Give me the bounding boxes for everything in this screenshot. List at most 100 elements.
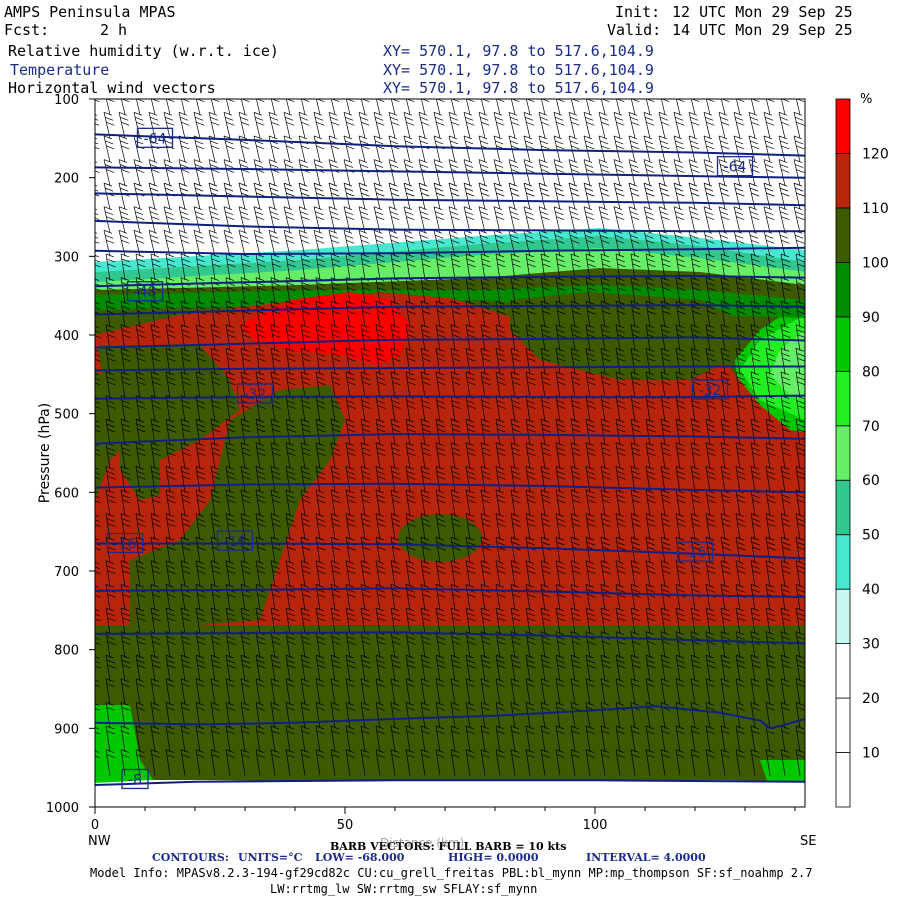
wind-barb	[495, 560, 506, 587]
wind-barb	[313, 112, 325, 139]
wind-barb	[598, 182, 610, 210]
wind-barb	[555, 702, 565, 729]
wind-barb	[555, 560, 566, 587]
wind-barb	[390, 513, 401, 540]
wind-barb	[135, 654, 146, 682]
wind-barb	[553, 112, 565, 139]
wind-barb	[360, 466, 371, 493]
wind-barb	[493, 112, 505, 139]
wind-barb	[150, 725, 160, 752]
wind-barb	[435, 324, 446, 351]
contours-units: UNITS=°C	[238, 851, 303, 864]
wind-barb	[448, 112, 460, 139]
colorbar-unit: %	[860, 92, 872, 107]
wind-barb	[598, 159, 610, 186]
wind-barb	[345, 348, 356, 375]
wind-barb	[750, 371, 761, 398]
wind-barb	[658, 182, 670, 210]
wind-barb	[450, 536, 461, 564]
field-wind-xy: XY= 570.1, 97.8 to 517.6,104.9	[383, 79, 654, 97]
wind-barb	[585, 513, 596, 540]
wind-barb	[223, 112, 235, 139]
wind-barb	[343, 230, 355, 257]
wind-barb	[300, 466, 311, 493]
rh-band-right-bright	[770, 330, 805, 400]
x-axis-label: Distance (km)	[380, 836, 465, 850]
wind-barb	[330, 253, 341, 280]
wind-barb	[660, 536, 671, 564]
wind-barb	[720, 702, 730, 729]
wind-barb	[375, 253, 386, 280]
wind-barb	[540, 607, 551, 634]
wind-barb	[345, 749, 355, 776]
wind-barb	[435, 536, 446, 564]
wind-barb	[360, 324, 371, 351]
wind-barb	[118, 135, 130, 163]
wind-barb	[95, 443, 101, 469]
wind-barb	[178, 112, 190, 139]
wind-barb	[643, 206, 655, 233]
pressure-axis: 100 200 300 400 500 600 700 800 900 1000	[46, 93, 95, 816]
wind-barb	[735, 466, 746, 493]
wind-barb	[330, 654, 341, 682]
wind-barb	[660, 560, 671, 587]
wind-barb	[750, 442, 761, 469]
wind-barb	[450, 442, 461, 469]
wind-barb	[225, 678, 235, 705]
wind-barb	[135, 371, 146, 398]
wind-barb	[525, 324, 536, 351]
wind-barb	[375, 678, 385, 705]
wind-barb	[465, 253, 476, 280]
wind-barb	[210, 607, 221, 634]
wind-barb	[255, 560, 266, 587]
wind-barb	[555, 607, 566, 634]
wind-barb	[555, 371, 566, 398]
wind-barb	[180, 654, 191, 682]
wind-barb	[720, 654, 731, 682]
wind-barb	[435, 607, 446, 634]
wind-barb	[315, 442, 326, 469]
wind-barb	[253, 230, 265, 257]
wind-barb	[585, 654, 596, 682]
wind-barb	[495, 253, 506, 280]
wind-barb	[480, 560, 491, 587]
wind-barb	[405, 513, 416, 540]
wind-barb	[568, 182, 580, 210]
contour-label-text: -8	[128, 772, 142, 788]
wind-barb	[390, 678, 400, 705]
wind-barb	[238, 206, 250, 233]
wind-barb	[375, 418, 386, 446]
wind-barbs	[95, 99, 805, 776]
wind-barb	[330, 725, 340, 752]
wind-barb	[658, 230, 670, 257]
wind-barb	[375, 371, 386, 398]
wind-barb	[135, 725, 145, 752]
wind-barb	[795, 348, 805, 375]
wind-barb	[750, 466, 761, 493]
colorbar-tick-label: 20	[862, 691, 880, 707]
wind-barb	[795, 654, 805, 682]
wind-barb	[240, 513, 251, 540]
wind-barb	[133, 206, 145, 233]
wind-barb	[165, 749, 175, 776]
wind-barb	[165, 466, 176, 493]
wind-barb	[270, 253, 281, 280]
wind-barb	[270, 631, 281, 658]
wind-barb	[120, 749, 130, 776]
contour-label: -16	[676, 541, 714, 562]
wind-barb	[403, 112, 415, 139]
wind-barb	[450, 607, 461, 634]
wind-barb	[675, 348, 686, 375]
wind-barb	[330, 418, 341, 446]
wind-barb	[270, 560, 281, 587]
wind-barb	[208, 159, 220, 186]
temperature-contour	[95, 304, 805, 316]
wind-barb	[600, 277, 611, 304]
wind-barb	[765, 466, 776, 493]
wind-barb	[133, 112, 145, 139]
wind-barb	[225, 749, 235, 776]
wind-barb	[300, 489, 311, 516]
wind-barb	[585, 277, 596, 304]
wind-barb	[135, 678, 145, 705]
wind-barb	[270, 607, 281, 634]
